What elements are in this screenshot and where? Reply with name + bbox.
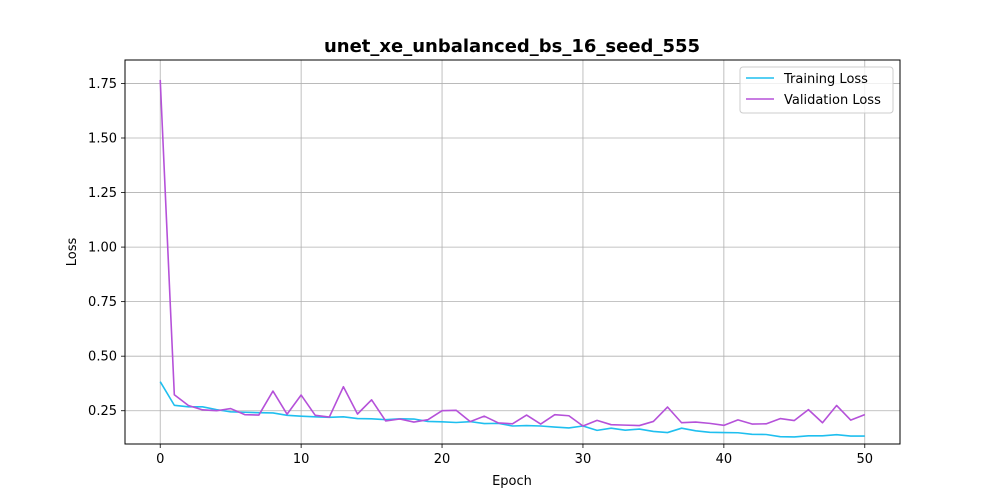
- y-tick-label: 1.50: [88, 132, 117, 147]
- legend-label-training: Training Loss: [783, 72, 868, 87]
- y-tick-label: 0.75: [88, 295, 117, 310]
- chart-title: unet_xe_unbalanced_bs_16_seed_555: [324, 36, 700, 57]
- legend: Training Loss Validation Loss: [739, 66, 894, 114]
- y-tick-label: 1.00: [88, 241, 117, 256]
- y-axis-label: Loss: [65, 238, 80, 267]
- grid: [125, 60, 900, 444]
- legend-label-validation: Validation Loss: [784, 93, 881, 108]
- axis-ticks: 0 10 20 30 40 50 0.25 0.50 0.75 1.00 1.25 1.50 1.75: [88, 77, 873, 467]
- x-axis-label: Epoch: [492, 474, 532, 489]
- x-tick-label: 30: [575, 452, 592, 467]
- y-tick-label: 0.25: [88, 404, 117, 419]
- x-tick-label: 20: [434, 452, 451, 467]
- training-loss-line: [159, 381, 865, 438]
- legend-box: [739, 66, 894, 114]
- y-tick-label: 1.25: [88, 186, 117, 201]
- x-tick-label: 40: [716, 452, 733, 467]
- y-tick-label: 0.50: [88, 350, 117, 365]
- plot-frame: [124, 59, 901, 445]
- validation-loss-line: [159, 79, 866, 427]
- x-tick-label: 50: [856, 452, 873, 467]
- y-tick-label: 1.75: [88, 77, 117, 92]
- x-tick-label: 10: [293, 452, 310, 467]
- series-lines: [159, 79, 866, 438]
- x-tick-label: 0: [156, 452, 164, 467]
